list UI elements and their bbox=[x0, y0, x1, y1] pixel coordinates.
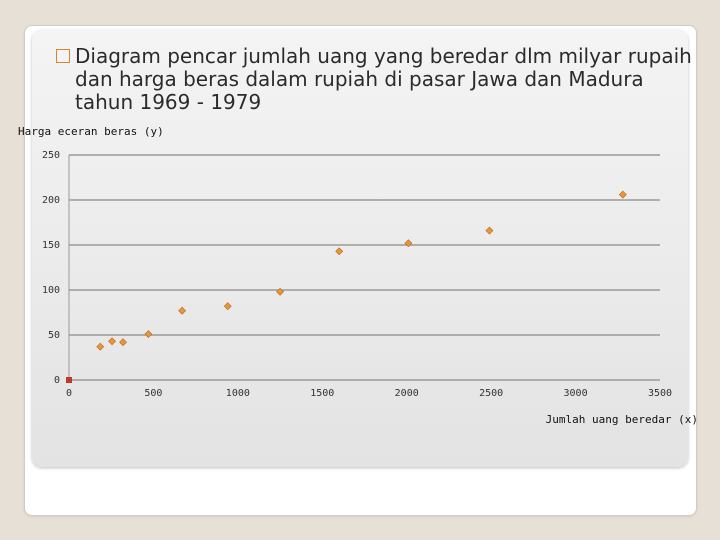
x-tick-label: 1500 bbox=[310, 388, 334, 399]
x-tick-label: 1000 bbox=[226, 388, 250, 399]
data-point-7 bbox=[276, 287, 284, 296]
data-point-4 bbox=[144, 330, 153, 339]
data-point-2 bbox=[108, 337, 116, 346]
y-tick-label: 200 bbox=[42, 195, 60, 206]
data-point-9 bbox=[404, 239, 413, 248]
data-point-8 bbox=[335, 247, 344, 256]
data-point-3 bbox=[119, 338, 127, 347]
data-point-11 bbox=[618, 190, 627, 199]
data-point-10 bbox=[485, 226, 494, 235]
y-tick-label: 100 bbox=[42, 285, 60, 296]
origin-marker bbox=[66, 377, 72, 383]
x-tick-label: 0 bbox=[66, 388, 72, 399]
y-tick-label: 250 bbox=[42, 150, 60, 161]
y-axis-label: Harga eceran beras (y) bbox=[18, 125, 164, 138]
x-tick-label: 2000 bbox=[395, 388, 419, 399]
slide-title: Diagram pencar jumlah uang yang beredar … bbox=[75, 44, 692, 114]
x-axis-label: Jumlah uang beredar (x) bbox=[546, 413, 698, 426]
data-point-1 bbox=[96, 342, 105, 351]
x-tick-labels: 0 500 1000 1500 2000 2500 3000 3500 bbox=[66, 388, 672, 399]
y-tick-labels: 0 50 100 150 200 250 bbox=[42, 150, 60, 386]
data-point-5 bbox=[178, 306, 187, 315]
x-tick-label: 500 bbox=[144, 388, 162, 399]
x-tick-label: 3500 bbox=[648, 388, 672, 399]
content-panel bbox=[32, 30, 688, 467]
data-points bbox=[66, 190, 627, 383]
data-point-6 bbox=[223, 302, 232, 311]
x-tick-label: 2500 bbox=[479, 388, 503, 399]
x-tick-label: 3000 bbox=[564, 388, 588, 399]
y-tick-label: 0 bbox=[54, 375, 60, 386]
y-tick-label: 150 bbox=[42, 240, 60, 251]
y-tick-label: 50 bbox=[48, 330, 60, 341]
grid-lines bbox=[68, 154, 660, 381]
bullet-square-icon bbox=[56, 49, 70, 63]
